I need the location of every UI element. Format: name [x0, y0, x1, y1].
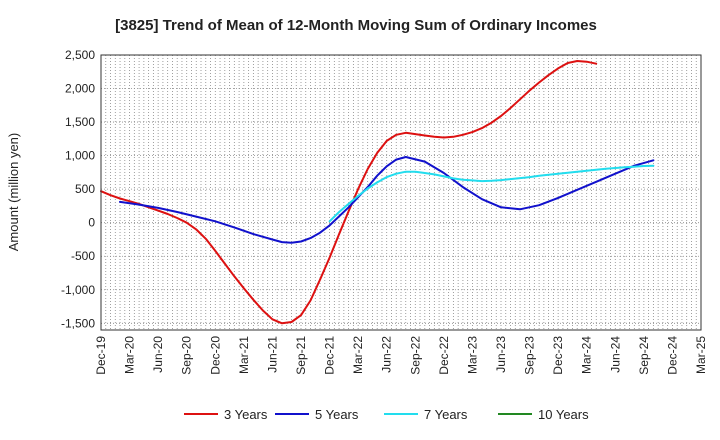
x-tick-label: Dec-22 [437, 336, 451, 375]
legend-label: 5 Years [315, 407, 359, 422]
x-tick-label: Sep-22 [408, 336, 422, 375]
x-tick-label: Mar-22 [351, 336, 365, 374]
x-tick-label: Dec-21 [323, 336, 337, 375]
x-tick-label: Dec-24 [665, 336, 679, 375]
y-axis-ticks: 2,500 2,000 1,500 1,000 500 0 -500 -1,000 -1,500 [61, 48, 95, 330]
x-tick-label: Mar-25 [694, 336, 708, 374]
plot-frame [100, 54, 702, 331]
x-tick-label: Sep-20 [180, 336, 194, 375]
series-lines [100, 60, 655, 325]
x-axis-ticks: Dec-19 Mar-20 Jun-20 Sep-20 Dec-20 Mar-21 Jun-… [94, 336, 708, 375]
legend-label: 7 Years [424, 407, 468, 422]
x-tick-label: Jun-22 [380, 336, 394, 373]
y-tick-label: 1,000 [65, 149, 95, 163]
y-tick-label: 2,000 [65, 82, 95, 96]
x-tick-label: Mar-23 [465, 336, 479, 374]
x-tick-label: Dec-23 [551, 336, 565, 375]
legend-label: 10 Years [538, 407, 589, 422]
x-tick-label: Sep-21 [294, 336, 308, 375]
x-tick-label: Mar-20 [123, 336, 137, 374]
y-tick-label: -1,500 [61, 316, 95, 330]
legend-label: 3 Years [224, 407, 268, 422]
x-tick-label: Jun-23 [494, 336, 508, 373]
series-line-7-years [328, 164, 655, 223]
x-tick-label: Jun-21 [265, 336, 279, 373]
chart-title: [3825] Trend of Mean of 12-Month Moving … [115, 17, 597, 34]
x-tick-label: Jun-24 [608, 336, 622, 373]
x-tick-label: Dec-19 [94, 336, 108, 375]
x-tick-label: Jun-20 [151, 336, 165, 373]
y-tick-label: -500 [71, 249, 95, 263]
gridlines [101, 54, 701, 330]
x-tick-label: Sep-24 [637, 336, 651, 375]
x-tick-label: Sep-23 [523, 336, 537, 375]
y-tick-label: 2,500 [65, 48, 95, 62]
series-line-5-years [119, 156, 655, 244]
x-tick-label: Dec-20 [208, 336, 222, 375]
y-tick-label: -1,000 [61, 283, 95, 297]
x-tick-label: Mar-21 [237, 336, 251, 374]
y-tick-label: 1,500 [65, 115, 95, 129]
series-line-3-years [100, 60, 598, 325]
legend: 3 Years 5 Years 7 Years 10 Years [184, 407, 589, 422]
y-tick-label: 500 [75, 182, 95, 196]
y-tick-label: 0 [88, 216, 95, 230]
y-axis-label: Amount (million yen) [6, 133, 21, 252]
x-tick-label: Mar-24 [580, 336, 594, 374]
